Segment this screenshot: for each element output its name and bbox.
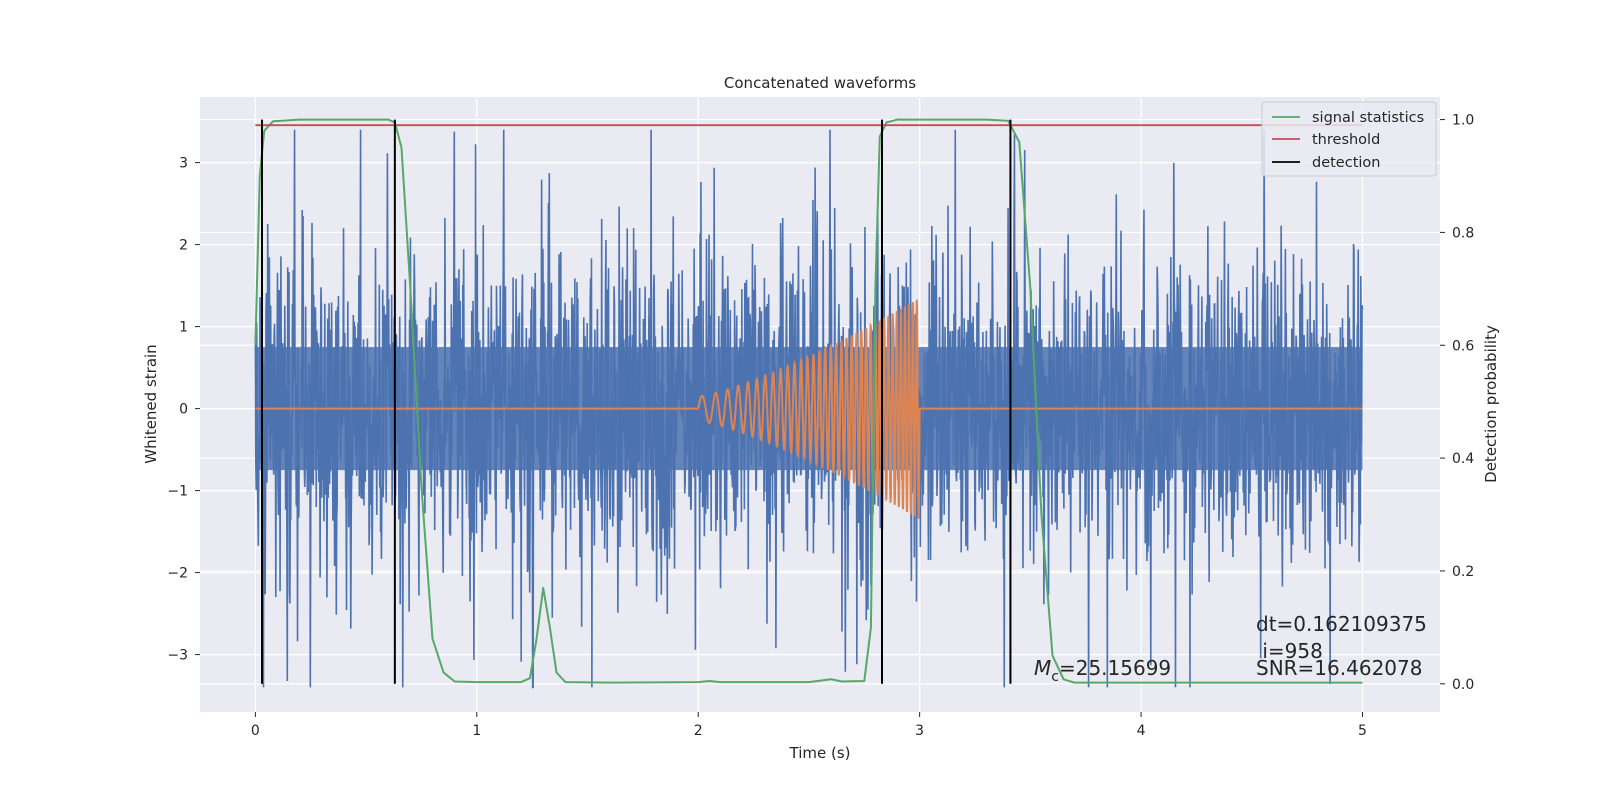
- x-tick-label: 0: [251, 723, 260, 739]
- signal-statistics-line: [254, 118, 1363, 684]
- y-tick-label: 1: [179, 320, 188, 336]
- annotation-chirp-mass-subscript: c: [1051, 669, 1059, 685]
- y2-axis-ticks: 0.0 0.2 0.4 0.6 0.8 1.0: [1440, 113, 1474, 693]
- y2-tick-label: 0.2: [1452, 564, 1474, 580]
- annotation-chirp-mass-value: =25.15699: [1059, 656, 1171, 680]
- y-axis-ticks: −3 −2 −1 0 1 2 3: [167, 156, 200, 664]
- x-tick-label: 3: [915, 723, 924, 739]
- chart-title: Concatenated waveforms: [724, 74, 916, 92]
- x-tick-label: 2: [694, 723, 703, 739]
- y2-tick-label: 0.0: [1452, 677, 1474, 693]
- legend-entry-detection: detection: [1312, 155, 1380, 171]
- y2-axis-label: Detection probability: [1482, 325, 1500, 483]
- y-tick-label: −3: [167, 648, 188, 664]
- annotation-dt: dt=0.162109375: [1256, 612, 1427, 636]
- y-tick-label: −1: [167, 484, 188, 500]
- legend-entry-signal-statistics: signal statistics: [1312, 110, 1424, 126]
- x-tick-label: 4: [1137, 723, 1146, 739]
- y2-tick-label: 0.6: [1452, 338, 1474, 354]
- series-signal-statistics: [254, 118, 1363, 684]
- x-axis-label: Time (s): [789, 744, 851, 762]
- y-axis-label: Whitened strain: [142, 344, 160, 463]
- y-tick-label: 0: [179, 402, 188, 418]
- annotation-chirp-mass: Mc=25.15699: [1034, 656, 1171, 685]
- annotation-index: i=958: [1256, 639, 1323, 663]
- legend-entry-threshold: threshold: [1312, 132, 1380, 148]
- legend: signal statistics threshold detection: [1261, 101, 1437, 177]
- annotation-chirp-mass-symbol: M: [1034, 656, 1051, 680]
- y2-tick-label: 1.0: [1452, 113, 1474, 129]
- annotation-snr: SNR=16.462078: [1256, 656, 1422, 680]
- y2-tick-label: 0.4: [1452, 451, 1474, 467]
- legend-frame: [1261, 101, 1437, 177]
- x-tick-label: 5: [1358, 723, 1367, 739]
- y-tick-label: 3: [179, 156, 188, 172]
- y-tick-label: −2: [167, 566, 188, 582]
- x-axis-ticks: 0 1 2 3 4 5: [251, 712, 1367, 739]
- y-tick-label: 2: [179, 238, 188, 254]
- y2-tick-label: 0.8: [1452, 225, 1474, 241]
- series-detection: [261, 119, 1012, 684]
- x-tick-label: 1: [472, 723, 481, 739]
